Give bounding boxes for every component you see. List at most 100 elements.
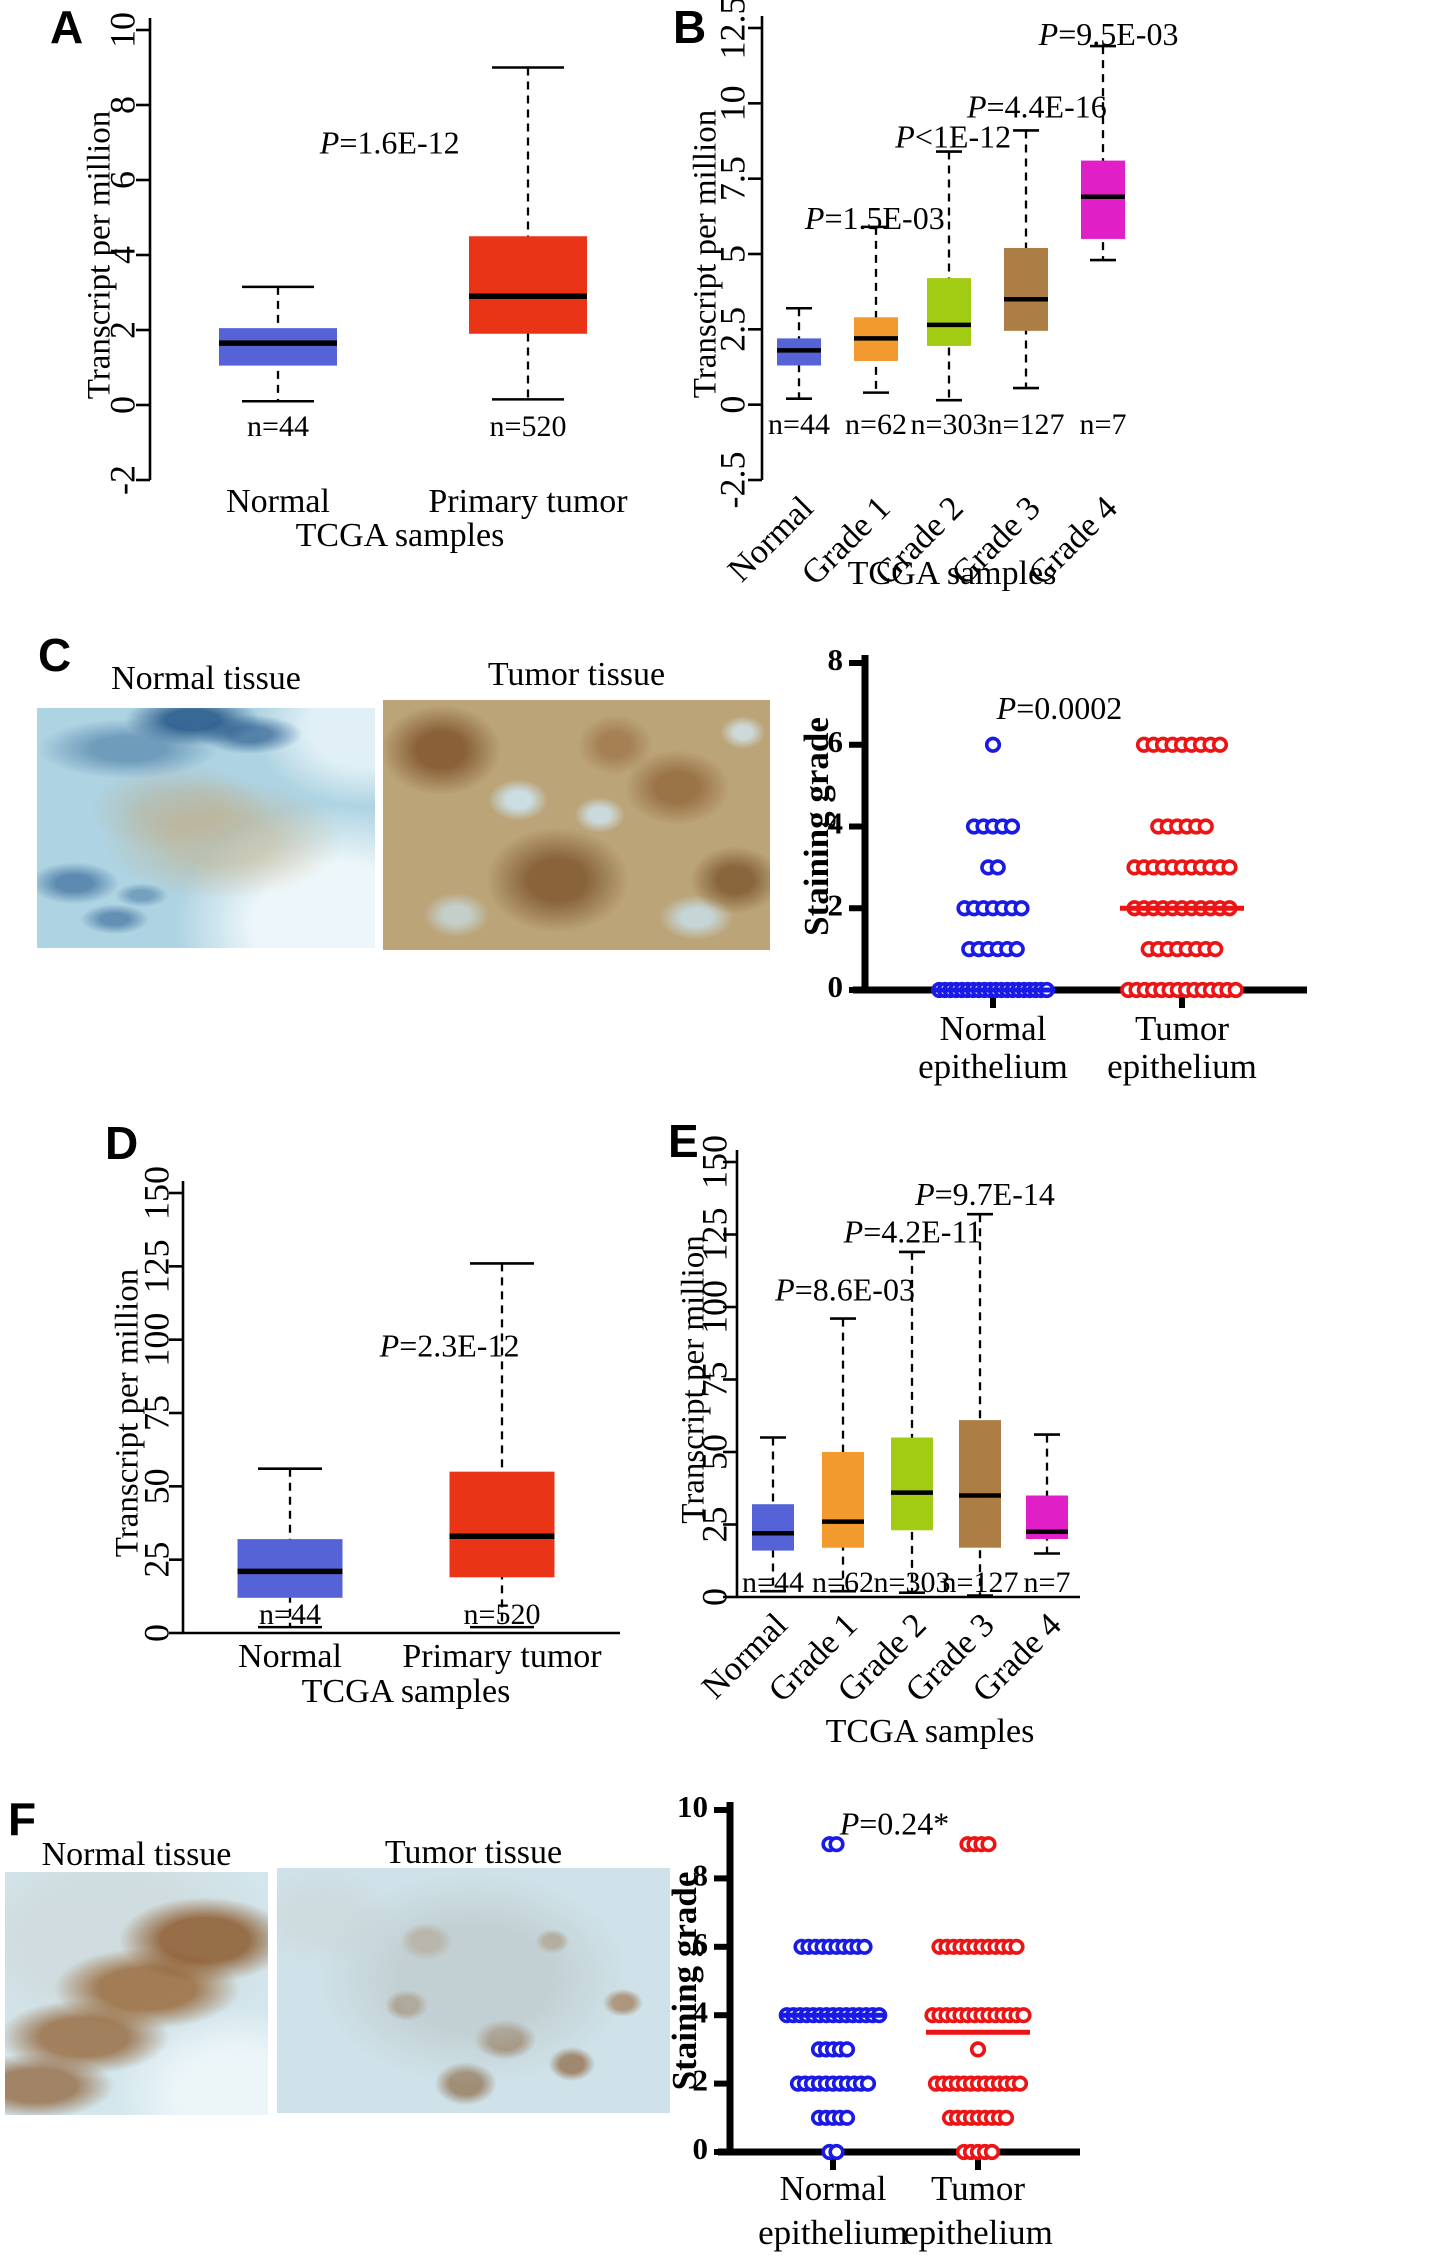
boxplot-normal: n=44 <box>742 1436 804 1599</box>
x-axis-title: TCGA samples <box>848 555 1057 592</box>
boxplot-primary-tumor: n=520 <box>469 66 587 443</box>
y-axis-title: Transcript per million <box>82 111 118 399</box>
panel-f-tumor-tissue-title: Tumor tissue <box>384 1834 563 1871</box>
panel-c-normal-tissue-title: Normal tissue <box>111 660 301 697</box>
x-category-label: Primary tumor <box>402 1638 602 1675</box>
y-tick-label: 0 <box>694 1588 734 1606</box>
y-tick-label: 0 <box>828 969 844 1004</box>
panel-b-chart: -2.5 0 2.5 5 7.5 10 12.5 Transcript per million… <box>688 0 1179 592</box>
y-axis-title: Staining grade <box>797 717 836 936</box>
box <box>1004 247 1048 331</box>
panel-f-normal-tissue-micrograph <box>5 1872 268 2115</box>
y-tick-label: 0 <box>102 396 142 414</box>
y-tick-label: 100 <box>136 1313 176 1367</box>
boxplot-normal: n=44 <box>219 285 337 443</box>
x-category-label: Normal <box>226 483 330 520</box>
y-tick-label: 6 <box>828 724 844 759</box>
p-value-label: P=0.0002 <box>996 690 1123 726</box>
x-group-label: Normal <box>780 2169 887 2208</box>
dot-column-tumor-epithelium <box>924 1836 1032 2170</box>
panel-c-tumor-tissue-micrograph <box>383 700 770 950</box>
y-tick-label: 50 <box>136 1468 176 1504</box>
x-group-label: Tumor <box>1135 1009 1229 1048</box>
box <box>752 1504 794 1551</box>
p-value-label: P=2.3E-12 <box>379 1328 520 1364</box>
p-value-label: P=9.7E-14 <box>914 1176 1055 1212</box>
n-label: n=127 <box>988 408 1065 441</box>
n-label: n=127 <box>942 1566 1019 1599</box>
y-tick-label: 4 <box>693 1994 709 2029</box>
y-tick-label: 0 <box>693 2131 709 2166</box>
panel-label-d: D <box>105 1117 139 1169</box>
y-tick-label: 10 <box>102 12 142 48</box>
box <box>822 1452 864 1548</box>
n-label: n=62 <box>812 1566 874 1599</box>
y-tick-label: 2.5 <box>712 307 752 352</box>
y-tick-label: 75 <box>136 1395 176 1431</box>
n-label: n=44 <box>259 1598 321 1631</box>
y-tick-label: 2 <box>828 887 844 922</box>
y-tick-label: 6 <box>102 171 142 189</box>
y-tick-label: 7.5 <box>712 156 752 201</box>
y-tick-label: 50 <box>694 1434 734 1470</box>
box <box>219 328 337 366</box>
n-label: n=44 <box>247 410 309 443</box>
y-tick-label: 25 <box>694 1507 734 1543</box>
dot-column-normal-epithelium <box>931 736 1055 1008</box>
y-tick-label: -2.5 <box>712 452 752 509</box>
p-value-label: P=8.6E-03 <box>774 1272 915 1308</box>
boxplot-grade-3: n=127 <box>942 1212 1019 1599</box>
boxplot-grade-4: n=7 <box>1080 44 1126 441</box>
y-tick-label: 125 <box>136 1239 176 1293</box>
y-axis-title: Transcript per million <box>110 1269 146 1557</box>
panel-label-a: A <box>50 1 84 53</box>
boxplot-grade-4: n=7 <box>1024 1433 1071 1599</box>
panel-f-chart: 0 2 4 6 8 10 Staining grade Normal epithelium Tum… <box>665 1789 1080 2252</box>
x-group-label: Normal <box>940 1009 1047 1048</box>
p-value-label: P=1.6E-12 <box>319 125 460 161</box>
panel-f-tumor-tissue-micrograph <box>277 1868 670 2113</box>
y-axis-title: Staining grade <box>665 1872 704 2091</box>
boxplot-normal: n=44 <box>237 1467 343 1631</box>
y-axis-title: Transcript per million <box>676 1235 712 1523</box>
panel-c-normal-tissue-micrograph <box>37 708 375 948</box>
y-tick-label: 150 <box>694 1135 734 1189</box>
y-tick-label: 8 <box>693 1858 709 1893</box>
boxplot-grade-1: n=62 <box>812 1317 874 1599</box>
x-axis-title: TCGA samples <box>296 517 505 554</box>
n-label: n=62 <box>845 408 907 441</box>
p-value-label: P=9.5E-03 <box>1038 16 1179 52</box>
y-tick-label: 100 <box>694 1280 734 1334</box>
x-category-label: Normal <box>238 1638 342 1675</box>
panel-f-normal-tissue-title: Normal tissue <box>41 1836 232 1873</box>
y-tick-label: 4 <box>102 246 142 264</box>
p-value-label: P=0.24* <box>839 1806 950 1842</box>
x-group-label: epithelium <box>903 2213 1053 2252</box>
n-label: n=44 <box>768 408 830 441</box>
x-group-label: Tumor <box>931 2169 1025 2208</box>
y-tick-label: 10 <box>712 85 752 121</box>
y-tick-label: -2 <box>102 465 142 495</box>
boxplot-grade-2: n=303 <box>911 150 988 441</box>
boxplot-grade-1: n=62 <box>845 225 907 441</box>
panel-e-chart: 0 25 50 75 100 125 150 Transcript per million n=… <box>676 1135 1080 1750</box>
n-label: n=520 <box>490 410 567 443</box>
x-group-label: epithelium <box>918 1047 1068 1086</box>
y-tick-label: 0 <box>712 396 752 414</box>
boxplot-primary-tumor: n=520 <box>449 1262 555 1631</box>
panel-a-chart: -2 0 2 4 6 8 10 Transcript per million n=44 Norma… <box>82 12 629 554</box>
p-value-label: P=4.2E-11 <box>843 1214 983 1250</box>
y-tick-label: 4 <box>828 806 844 841</box>
boxplot-grade-3: n=127 <box>988 129 1065 441</box>
n-label: n=303 <box>911 408 988 441</box>
box <box>1081 160 1125 239</box>
y-tick-label: 12.5 <box>712 0 752 60</box>
n-label: n=7 <box>1024 1566 1071 1599</box>
boxplot-normal: n=44 <box>768 306 830 441</box>
y-tick-label: 75 <box>694 1362 734 1398</box>
y-axis-title: Transcript per million <box>688 110 724 398</box>
x-axis-title: TCGA samples <box>826 1713 1035 1750</box>
box <box>237 1539 343 1598</box>
panel-d-chart: 0 25 50 75 100 125 150 Transcript per million n=… <box>110 1166 620 1710</box>
